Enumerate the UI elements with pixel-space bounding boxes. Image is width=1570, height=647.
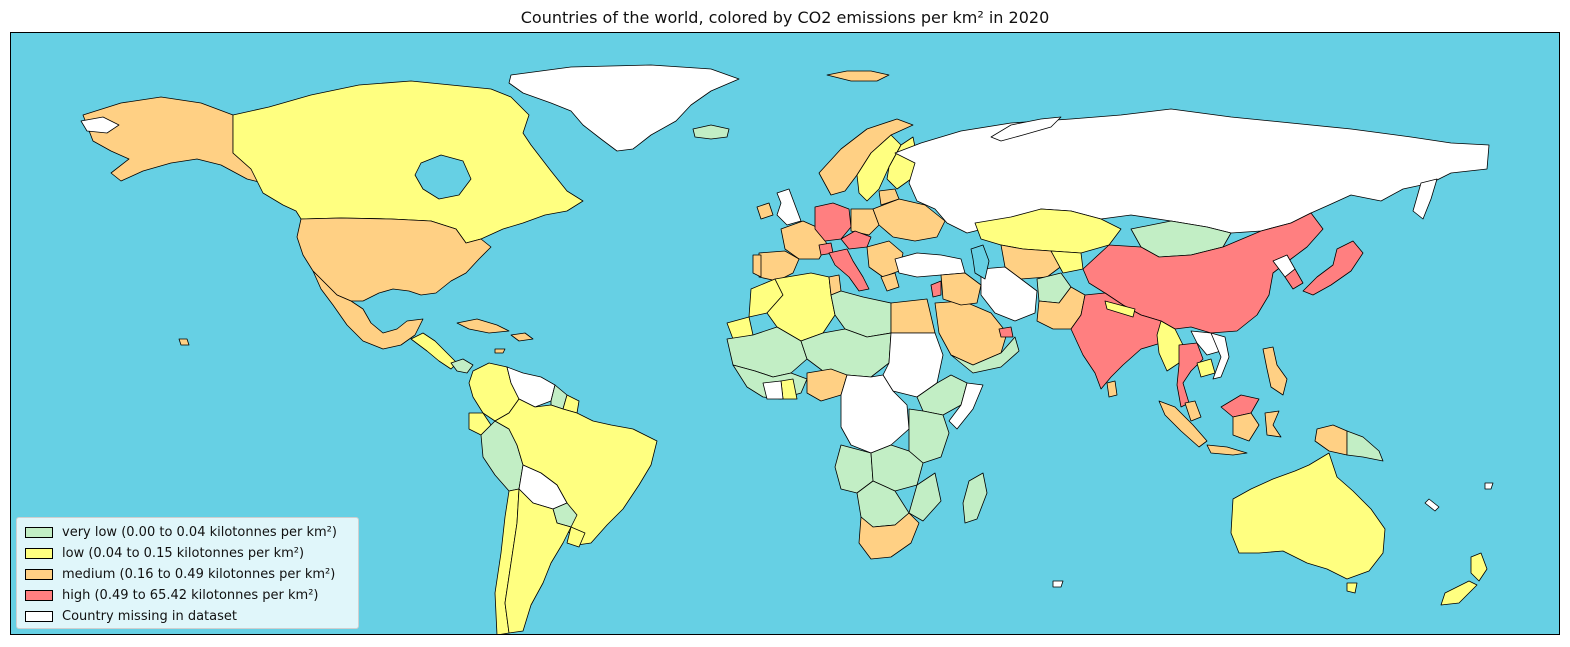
iran [980,266,1038,322]
japan [1302,240,1364,296]
italy [828,248,870,292]
nepal [1104,300,1136,318]
legend-swatch-missing [25,611,53,622]
legend-item-missing: Country missing in dataset [25,606,350,627]
hudson-bay [414,154,472,200]
hawaii [178,338,190,346]
laos [1190,330,1222,356]
mexico [312,270,424,350]
legend-label-low: low (0.04 to 0.15 kilotonnes per km²) [62,546,305,561]
canada [232,80,584,244]
falklands [1052,580,1064,588]
sumatra [1158,400,1208,448]
vietnam [1210,332,1230,380]
new-zealand-north [1470,552,1488,582]
kamchatka [1412,178,1438,220]
novaya-zemlya [990,116,1062,142]
uae [998,326,1014,338]
philippines [1262,346,1288,396]
legend-item-high: high (0.49 to 65.42 kilotonnes per km²) [25,585,350,606]
legend-item-low: low (0.04 to 0.15 kilotonnes per km²) [25,543,350,564]
legend-label-very-low: very low (0.00 to 0.04 kilotonnes per km… [62,525,337,540]
sulawesi [1264,410,1282,438]
java [1206,444,1248,456]
fiji [1484,482,1494,490]
papua-new-guinea [1346,430,1384,462]
new-zealand-south [1440,580,1478,606]
south-korea [1284,268,1304,290]
map-title: Countries of the world, colored by CO2 e… [520,8,1050,27]
iceland [692,124,730,140]
sri-lanka [1106,380,1118,398]
peninsular-malaysia [1184,400,1202,422]
legend-item-very-low: very low (0.00 to 0.04 kilotonnes per km… [25,522,350,543]
cuba [456,318,510,334]
panama [450,358,474,374]
legend-swatch-very-low [25,527,53,538]
iraq-syria [940,272,982,306]
alaska [82,96,264,184]
somalia [948,382,984,430]
israel-levant [930,280,942,298]
legend-label-high: high (0.49 to 65.42 kilotonnes per km²) [62,588,319,603]
baltics [878,188,900,206]
russia [894,108,1490,234]
jamaica-pr [494,348,506,354]
legend-swatch-high [25,590,53,601]
alaska-missing-fragment [80,116,120,134]
greenland [508,64,740,152]
south-africa [858,512,920,560]
portugal [752,254,762,278]
yemen-oman [950,336,1020,374]
ukraine-belarus [872,198,946,242]
ireland [756,202,774,220]
legend-swatch-medium [25,569,53,580]
new-caledonia [1424,498,1440,512]
tasmania [1346,582,1358,594]
caspian-sea [970,244,990,280]
legend-label-missing: Country missing in dataset [62,609,237,624]
hispaniola [510,332,534,342]
mozambique [908,472,942,522]
argentina [504,488,572,634]
borneo-malaysia [1220,394,1260,418]
kenya-tanzania [908,408,950,464]
uruguay [566,526,586,548]
greece [880,272,900,292]
uk [776,188,802,226]
germany-benelux [814,202,852,242]
cote-divoire [762,380,784,400]
map-legend: very low (0.00 to 0.04 kilotonnes per km… [16,517,359,629]
madagascar [962,472,988,524]
czech-austria [840,230,872,250]
poland [850,208,880,236]
myanmar [1156,320,1184,372]
legend-item-medium: medium (0.16 to 0.49 kilotonnes per km²) [25,564,350,585]
thailand [1176,342,1204,408]
svalbard [826,70,890,82]
egypt [890,298,936,334]
australia [1230,452,1386,580]
legend-swatch-low [25,548,53,559]
legend-label-medium: medium (0.16 to 0.49 kilotonnes per km²) [62,567,336,582]
iberia [758,250,800,282]
borneo-indonesia [1232,412,1260,442]
